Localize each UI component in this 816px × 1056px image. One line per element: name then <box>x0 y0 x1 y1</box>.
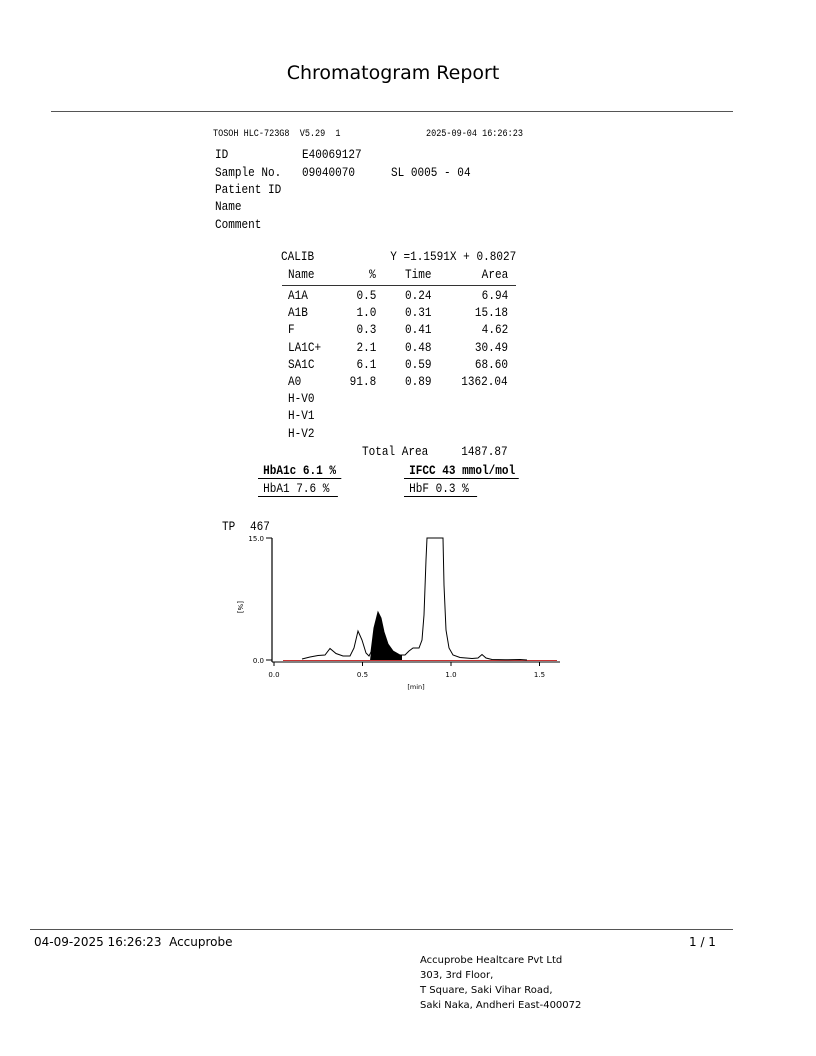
tp-label: TP <box>222 519 236 534</box>
x-tick-label: 0.0 <box>268 671 279 679</box>
row-time: 0.89 <box>405 374 432 389</box>
address-line: Accuprobe Healtcare Pvt Ltd <box>420 955 563 966</box>
row-time: 0.31 <box>405 305 432 321</box>
comment-label: Comment <box>215 217 262 232</box>
address-line: Saki Naka, Andheri East-400072 <box>420 1000 582 1011</box>
name-label: Name <box>215 199 242 214</box>
row-pct: 6.1 <box>356 356 376 372</box>
y-unit-label: [%] <box>236 601 244 613</box>
row-area: 4.62 <box>481 322 508 338</box>
col-name: Name <box>288 267 315 282</box>
x-tick-label: 1.5 <box>534 671 545 679</box>
page-title: Chromatogram Report <box>286 62 500 84</box>
sa1c-peak-fill <box>370 612 402 661</box>
row-area: 30.49 <box>474 339 508 355</box>
hbf-result: HbF 0.3 % <box>404 482 478 497</box>
row-area: 68.60 <box>474 356 508 372</box>
row-name: F <box>288 322 295 338</box>
footer-printed: 04-09-2025 16:26:23 Accuprobe <box>34 935 233 949</box>
calib-label: CALIB <box>281 249 315 264</box>
row-time: 0.41 <box>405 322 432 338</box>
hba1c-result: HbA1c 6.1 % <box>258 464 342 479</box>
row-area: 15.18 <box>474 305 508 321</box>
row-pct: 0.3 <box>356 322 376 338</box>
row-name: SA1C <box>288 356 315 372</box>
hba1-result: HbA1 7.6 % <box>258 482 338 497</box>
row-name: A0 <box>288 374 302 389</box>
patient-id-label: Patient ID <box>215 182 282 197</box>
address-line: T Square, Saki Vihar Road, <box>420 985 553 996</box>
footer-divider <box>30 929 733 930</box>
row-time: 0.48 <box>405 339 432 355</box>
x-tick-label: 0.5 <box>357 671 368 679</box>
sample-label: Sample No. <box>215 165 282 180</box>
calib-equation: Y =1.1591X + 0.8027 <box>390 249 516 264</box>
col-time: Time <box>405 267 432 282</box>
address-line: 303, 3rd Floor, <box>420 970 494 981</box>
total-area-label: Total Area <box>362 444 429 459</box>
ifcc-result: IFCC 43 mmol/mol <box>404 464 519 479</box>
y-max-label: 15.0 <box>248 535 264 543</box>
title-divider <box>51 111 733 112</box>
row-time: 0.24 <box>405 288 432 303</box>
footer-page: 1 / 1 <box>689 935 716 949</box>
sample-value: 09040070 <box>302 165 356 180</box>
row-pct: 1.0 <box>356 305 376 321</box>
x-tick-label: 1.0 <box>445 671 456 679</box>
row-name: LA1C+ <box>288 339 322 355</box>
id-value: E40069127 <box>302 147 362 162</box>
row-time: 0.59 <box>405 356 432 372</box>
chromatogram-trace <box>301 537 528 661</box>
col-pct: % <box>369 267 376 282</box>
instrument-name: TOSOH HLC-723G8 V5.29 1 <box>213 129 341 140</box>
row-area: 6.94 <box>481 288 508 303</box>
row-pct: 2.1 <box>356 339 376 355</box>
row-name: A1B <box>288 305 308 321</box>
row-name: A1A <box>288 288 308 303</box>
run-datetime: 2025-09-04 16:26:23 <box>426 129 523 140</box>
row-area: 1362.04 <box>461 374 508 389</box>
col-area: Area <box>481 267 508 282</box>
id-label: ID <box>215 147 229 162</box>
table-header-rule <box>282 285 516 286</box>
row-name: H-V0 <box>288 391 315 407</box>
row-name: H-V2 <box>288 425 315 441</box>
row-pct: 0.5 <box>356 288 376 303</box>
tp-value: 467 <box>250 519 270 534</box>
total-area-value: 1487.87 <box>461 444 508 459</box>
y-min-label: 0.0 <box>253 657 264 665</box>
x-unit-label: [min] <box>407 683 424 691</box>
sl-value: SL 0005 - 04 <box>391 165 471 180</box>
row-pct: 91.8 <box>349 374 376 389</box>
row-name: H-V1 <box>288 408 315 424</box>
